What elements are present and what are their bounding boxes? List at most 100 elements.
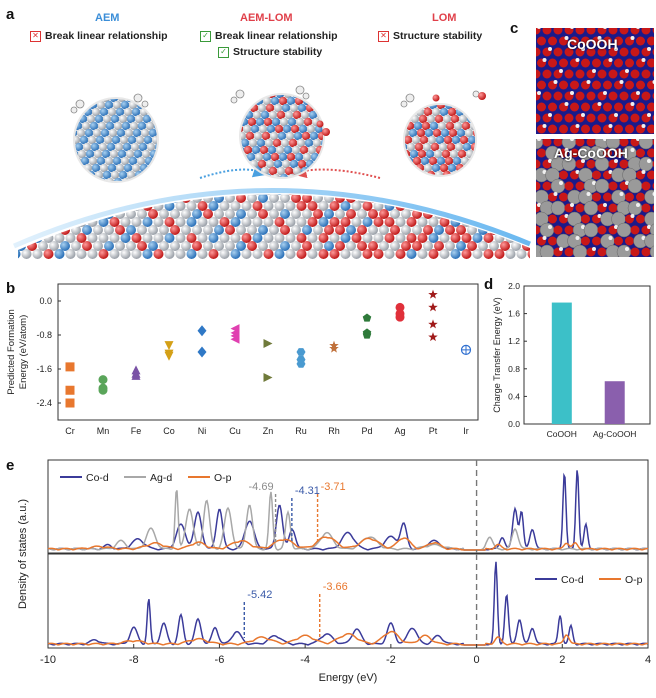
data-point [66,399,75,408]
surface-atom [44,217,54,227]
surface-atom [517,153,527,163]
surface-atom [180,164,188,172]
surface-atom [252,90,260,98]
surface-atom [390,177,400,187]
surface-atom [38,161,48,171]
surface-atom [489,225,499,235]
surface-atom [374,249,384,259]
surface-atom [5,177,15,187]
surface-atom [440,233,450,243]
surface-atom [368,225,378,235]
surface-atom [501,157,509,165]
surface-atom [60,209,70,219]
surface-atom [459,171,467,179]
o-atom [554,114,563,123]
surface-atom [262,132,270,140]
surface-atom [223,97,231,105]
surface-atom [379,209,389,219]
surface-atom [295,97,303,105]
surface-atom [62,94,70,102]
surface-atom [269,225,279,235]
surface-atom [164,164,172,172]
surface-atom [79,171,87,179]
surface-atom [506,201,516,211]
surface-atom [247,153,255,161]
surface-atom [143,217,153,227]
surface-atom [303,153,311,161]
surface-atom [319,201,329,211]
surface-atom [357,225,367,235]
surface-atom [407,233,417,243]
surface-atom [131,143,139,151]
surface-atom [247,161,257,171]
surface-atom [522,225,532,235]
surface-atom [324,146,332,154]
surface-atom [331,125,339,133]
surface-atom [187,217,197,227]
surface-atom [175,171,183,179]
surface-atom [255,97,263,105]
surface-atom [477,157,485,165]
surface-atom [322,104,330,112]
surface-atom [416,164,424,172]
surface-atom [258,104,266,112]
surface-atom [443,171,451,179]
o-atom [642,26,651,35]
o-atom [647,125,656,134]
surface-atom [500,209,510,219]
surface-atom [87,115,95,123]
surface-atom [404,136,412,144]
surface-atom [357,145,367,155]
surface-atom [169,157,177,165]
o-atom [537,81,546,90]
surface-atom [308,153,318,163]
h-atom [537,25,541,29]
ag-atom [540,245,554,259]
surface-atom [291,193,301,203]
h-atom [642,58,646,62]
surface-atom [258,193,268,203]
surface-atom [153,157,161,165]
surface-atom [330,217,340,227]
surface-atom [127,171,135,179]
surface-atom [456,209,466,219]
surface-atom [412,209,422,219]
surface-atom [100,108,108,116]
surface-atom [159,161,169,171]
surface-atom [220,153,230,163]
x-tick-label-b: Cu [229,426,241,436]
surface-atom [203,209,213,219]
surface-atom [246,132,254,140]
surface-atom [291,225,301,235]
surface-atom [410,94,418,102]
surface-atom [445,225,455,235]
surface-atom [247,145,257,155]
x-tick-label-b: Ru [295,426,307,436]
surface-atom [121,249,131,259]
surface-atom [495,143,503,151]
surface-atom [317,167,325,175]
o-atom [565,70,574,79]
surface-atom [115,143,123,151]
surface-atom [250,160,258,168]
surface-atom [374,217,384,227]
surface-atom [258,145,268,155]
x-tick-label-d: Ag-CoOOH [593,429,636,439]
surface-atom [155,143,163,151]
surface-atom [220,201,230,211]
surface-atom [336,174,344,182]
ag-atom [584,201,598,215]
h-atom [570,25,574,29]
surface-atom [480,164,488,172]
surface-atom [429,249,439,259]
surface-atom [38,241,48,251]
surface-atom [228,146,236,154]
surface-atom [187,153,197,163]
h-atom [625,69,629,73]
surface-atom [306,160,314,168]
surface-atom [275,201,285,211]
surface-atom [273,139,281,147]
surface-atom [405,101,413,109]
surface-atom [140,164,148,172]
surface-atom [16,209,26,219]
